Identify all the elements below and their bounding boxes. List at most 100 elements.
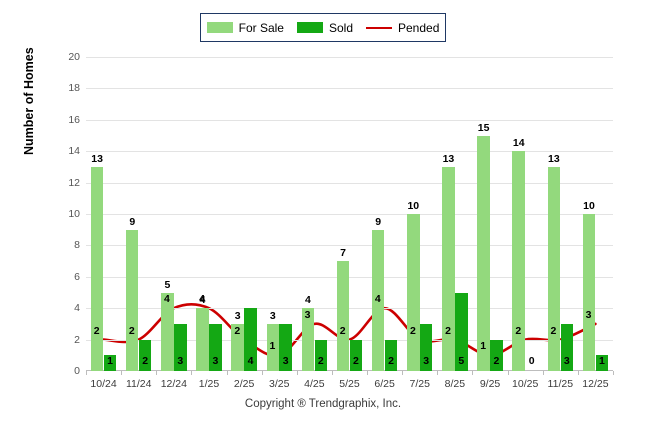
bar-sold[interactable] bbox=[490, 339, 503, 371]
x-axis-tick-label: 4/25 bbox=[304, 378, 325, 390]
plot-area: 0 2 4 6 8 10 12 14 16 18 20 13 1 2 10/24 9 2 2 11/24 5 3 4 12/… bbox=[68, 51, 614, 390]
legend-label: Pended bbox=[398, 20, 440, 35]
bar-label-sold: 4 bbox=[247, 355, 254, 367]
bar-for-sale[interactable] bbox=[301, 308, 315, 371]
bar-label-for-sale: 9 bbox=[129, 215, 136, 228]
x-axis-tickmark bbox=[472, 371, 474, 375]
bar-sold[interactable] bbox=[349, 339, 363, 371]
bar-for-sale[interactable] bbox=[442, 166, 455, 371]
bar-sold[interactable] bbox=[209, 323, 222, 371]
x-axis-tickmark bbox=[542, 371, 544, 375]
x-axis-tick-label: 11/24 bbox=[125, 378, 152, 390]
bar-sold[interactable] bbox=[279, 323, 292, 371]
point-label-pended: 4 bbox=[374, 293, 381, 306]
bar-sold[interactable] bbox=[103, 355, 117, 371]
x-axis-tick-label: 8/25 bbox=[444, 378, 466, 390]
x-axis-tickmark bbox=[191, 371, 193, 375]
square-swatch-icon bbox=[206, 22, 233, 33]
bar-label-for-sale: 4 bbox=[304, 294, 311, 307]
bar-label-for-sale: 14 bbox=[512, 137, 525, 150]
x-axis-tick-label: 12/24 bbox=[160, 378, 187, 390]
x-axis-tick-label: 2/25 bbox=[233, 378, 255, 390]
bar-label-sold: 5 bbox=[458, 355, 465, 367]
x-axis-tickmark bbox=[121, 371, 123, 375]
x-axis-tickmark bbox=[261, 371, 263, 375]
gridline bbox=[86, 339, 613, 341]
gridline bbox=[86, 245, 613, 247]
y-axis-tick-label: 20 bbox=[68, 51, 80, 63]
point-label-pended: 2 bbox=[550, 324, 557, 337]
bar-label-sold: 2 bbox=[353, 355, 359, 367]
x-axis-tickmark bbox=[331, 371, 333, 375]
bar-for-sale[interactable] bbox=[582, 214, 596, 371]
y-axis-title: Number of Homes bbox=[22, 47, 36, 155]
bar-sold[interactable] bbox=[455, 292, 468, 371]
bar-label-for-sale: 15 bbox=[477, 121, 490, 134]
bar-sold[interactable] bbox=[174, 323, 187, 371]
bar-label-sold: 2 bbox=[493, 355, 500, 367]
legend-entry-sold[interactable]: Sold bbox=[296, 20, 353, 35]
gridline bbox=[86, 88, 613, 90]
point-label-pended: 2 bbox=[339, 324, 346, 337]
bar-for-sale[interactable] bbox=[161, 292, 174, 371]
bar-for-sale[interactable] bbox=[196, 308, 209, 371]
bar-sold[interactable] bbox=[314, 339, 328, 371]
bar-label-sold: 3 bbox=[212, 355, 219, 367]
x-axis-tickmark bbox=[507, 371, 509, 375]
bar-label-for-sale: 13 bbox=[442, 152, 455, 165]
x-axis-tickmark bbox=[296, 371, 298, 375]
bar-label-sold: 3 bbox=[423, 355, 430, 367]
bar-sold[interactable] bbox=[384, 339, 398, 371]
square-swatch-icon bbox=[296, 22, 323, 33]
bar-for-sale[interactable] bbox=[512, 151, 525, 371]
bar-sold[interactable] bbox=[138, 339, 152, 371]
bar-sold[interactable] bbox=[595, 355, 609, 371]
y-axis-tick-label: 4 bbox=[74, 302, 80, 315]
bar-for-sale[interactable] bbox=[407, 214, 420, 371]
point-label-pended: 2 bbox=[445, 324, 451, 337]
gridline bbox=[86, 308, 613, 310]
point-label-pended: 1 bbox=[480, 340, 487, 353]
bar-label-for-sale: 9 bbox=[375, 215, 382, 228]
bar-for-sale[interactable] bbox=[231, 323, 244, 371]
bar-label-sold: 1 bbox=[598, 355, 605, 367]
x-axis-tick-label: 3/25 bbox=[269, 378, 290, 390]
bar-for-sale[interactable] bbox=[477, 135, 490, 371]
point-label-pended: 3 bbox=[304, 308, 311, 321]
gridline bbox=[86, 57, 613, 58]
x-axis-tickmark bbox=[226, 371, 228, 375]
point-label-pended: 4 bbox=[164, 293, 170, 306]
chart-legend: For Sale Sold Pended bbox=[200, 13, 446, 42]
gridline bbox=[86, 151, 613, 153]
point-label-pended: 2 bbox=[128, 324, 135, 337]
bar-for-sale[interactable] bbox=[90, 166, 104, 371]
x-axis-tick-label: 7/25 bbox=[409, 378, 430, 390]
line-swatch-icon bbox=[366, 26, 392, 29]
bar-label-for-sale: 3 bbox=[234, 309, 241, 322]
point-label-pended: 3 bbox=[585, 308, 592, 321]
bar-for-sale[interactable] bbox=[126, 229, 139, 371]
x-axis-tick-label: 11/25 bbox=[547, 378, 574, 390]
x-axis-tickmark bbox=[156, 371, 158, 375]
bar-sold[interactable] bbox=[560, 323, 573, 371]
x-axis-tickmark bbox=[613, 371, 614, 375]
bar-for-sale[interactable] bbox=[371, 229, 385, 371]
bar-label-for-sale: 7 bbox=[340, 247, 346, 260]
legend-label: Sold bbox=[328, 20, 353, 35]
bar-for-sale[interactable] bbox=[336, 261, 350, 371]
bar-label-for-sale: 5 bbox=[164, 278, 171, 291]
x-axis-tickmark bbox=[437, 371, 439, 375]
x-axis-tick-label: 9/25 bbox=[479, 378, 501, 390]
legend-entry-for-sale[interactable]: For Sale bbox=[206, 21, 284, 35]
bar-label-for-sale: 3 bbox=[269, 309, 276, 322]
bar-label-sold: 0 bbox=[528, 355, 535, 367]
point-label-pended: 2 bbox=[515, 324, 522, 337]
bar-sold[interactable] bbox=[244, 308, 257, 371]
bar-for-sale[interactable] bbox=[266, 323, 280, 371]
bar-sold[interactable] bbox=[419, 323, 433, 371]
bar-label-sold: 2 bbox=[142, 355, 149, 367]
legend-entry-pended[interactable]: Pended bbox=[366, 21, 439, 35]
point-label-pended: 4 bbox=[199, 293, 206, 306]
bar-for-sale[interactable] bbox=[547, 166, 561, 371]
x-axis-tickmark bbox=[577, 371, 579, 375]
